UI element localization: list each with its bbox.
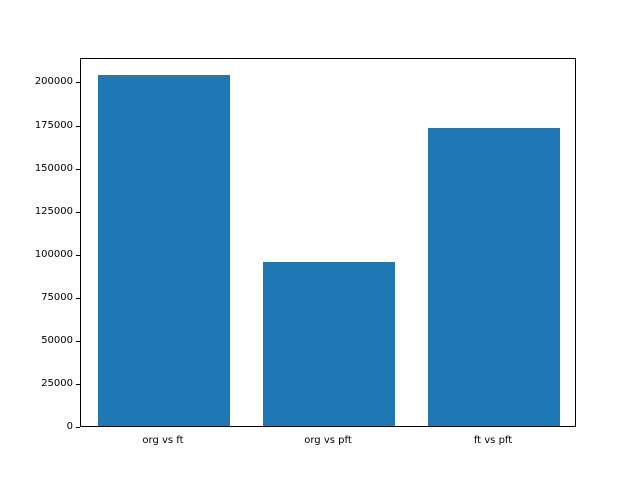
x-tick-label: org vs pft — [304, 435, 352, 446]
y-tick-mark — [76, 212, 80, 213]
y-tick-label: 50000 — [41, 335, 73, 346]
y-tick-mark — [76, 341, 80, 342]
y-tick-mark — [76, 126, 80, 127]
x-tick-label: ft vs pft — [473, 435, 513, 446]
y-tick-label: 25000 — [41, 378, 73, 389]
y-tick-label: 75000 — [41, 292, 73, 303]
y-tick-mark — [76, 384, 80, 385]
y-tick-label: 125000 — [34, 206, 73, 217]
y-tick-label: 100000 — [34, 249, 73, 260]
x-tick-label: org vs ft — [142, 435, 184, 446]
plot-area — [80, 58, 576, 427]
y-tick-mark — [76, 427, 80, 428]
y-tick-label: 150000 — [34, 163, 73, 174]
bar-ft-vs-pft — [428, 128, 560, 426]
y-tick-mark — [76, 169, 80, 170]
y-tick-label: 0 — [66, 421, 73, 432]
bar-org-vs-pft — [263, 262, 395, 426]
y-tick-mark — [76, 298, 80, 299]
y-tick-mark — [76, 255, 80, 256]
y-tick-label: 200000 — [34, 76, 73, 87]
y-tick-mark — [76, 82, 80, 83]
y-tick-label: 175000 — [34, 120, 73, 131]
bar-org-vs-ft — [98, 75, 230, 426]
